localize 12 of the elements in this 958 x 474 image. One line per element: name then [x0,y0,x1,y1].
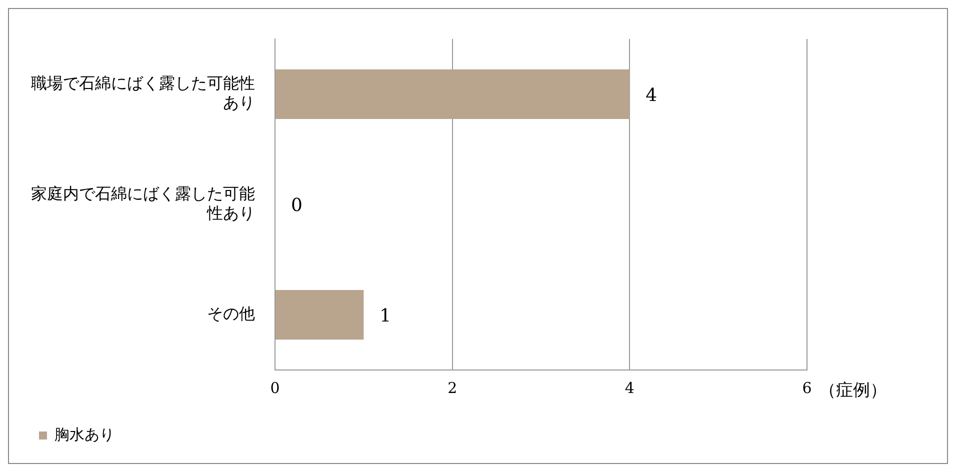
data-label: 0 [291,195,302,216]
legend-label: 胸水あり [54,425,114,444]
x-axis-title: （症例） [819,380,887,400]
y-tick-label: 家庭内で石綿にばく露した可能性あり [31,184,255,222]
y-tick-label: 職場で石綿にばく露した可能性あり [31,74,255,112]
x-tick-label: 4 [624,378,634,397]
y-tick-label: その他 [207,304,255,323]
data-label: 4 [646,84,658,106]
x-tick-label: 6 [802,378,812,397]
x-tick-label: 2 [448,378,458,397]
data-label: 1 [380,306,392,327]
x-tick-label: 0 [270,378,280,397]
